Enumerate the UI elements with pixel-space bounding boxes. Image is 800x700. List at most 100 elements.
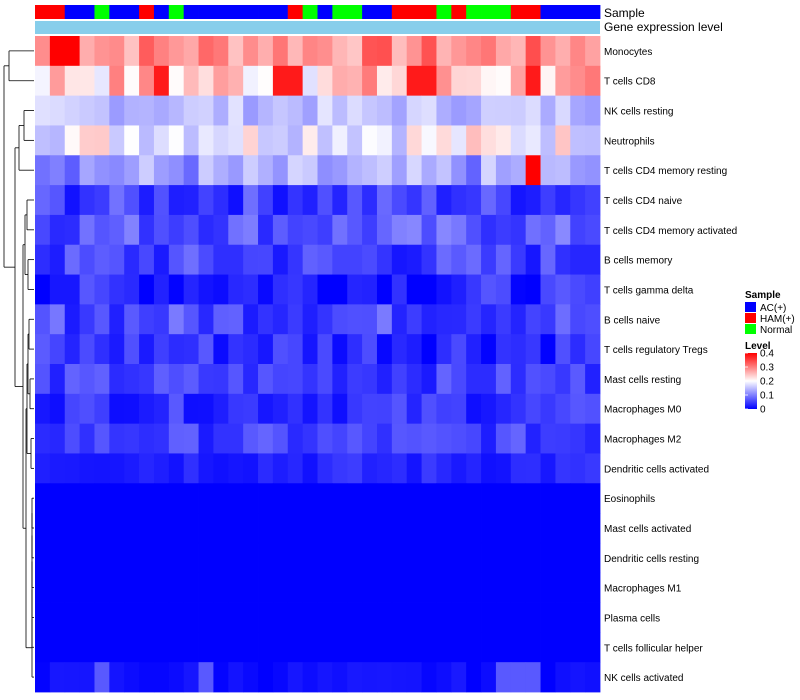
row-label: T cells follicular helper xyxy=(604,643,703,654)
heatmap-cell xyxy=(272,364,289,395)
heatmap-cell xyxy=(406,364,422,395)
heatmap-cell xyxy=(287,244,304,275)
heatmap-cell xyxy=(35,513,51,544)
heatmap-cell xyxy=(258,274,274,305)
heatmap-cell xyxy=(49,423,66,454)
heatmap-cell xyxy=(362,423,378,454)
heatmap-cell xyxy=(570,304,586,335)
heatmap-cell xyxy=(421,602,437,633)
heatmap-cell xyxy=(64,155,81,186)
heatmap-cell xyxy=(153,662,170,693)
heatmap-cell xyxy=(49,602,66,633)
heatmap-cell xyxy=(332,453,348,484)
heatmap-cell xyxy=(272,95,289,126)
heatmap-cell xyxy=(94,214,110,246)
heatmap-cell xyxy=(376,632,393,663)
heatmap-cell xyxy=(540,513,556,544)
heatmap-cell xyxy=(347,393,363,425)
heatmap-cell xyxy=(109,65,125,97)
heatmap-cell xyxy=(347,244,363,275)
heatmap-cell xyxy=(287,95,304,126)
heatmap-cell xyxy=(64,423,81,454)
heatmap-cell xyxy=(94,36,110,67)
heatmap-cell xyxy=(183,513,199,544)
heatmap-cell xyxy=(376,364,393,395)
heatmap-cell xyxy=(451,393,467,425)
heatmap-cell xyxy=(332,185,348,216)
heatmap-cell xyxy=(317,602,333,633)
heatmap-cell xyxy=(168,483,185,514)
heatmap-cell xyxy=(495,334,512,365)
heatmap-cell xyxy=(317,65,333,97)
heatmap-cell xyxy=(317,214,333,246)
heatmap-cell xyxy=(436,155,452,186)
heatmap-cell xyxy=(570,155,586,186)
heatmap-cell xyxy=(481,542,497,574)
heatmap-cell xyxy=(228,214,244,246)
heatmap-cell xyxy=(540,185,556,216)
heatmap-cell xyxy=(317,185,333,216)
heatmap-cell xyxy=(49,483,66,514)
heatmap-cell xyxy=(466,244,482,275)
heatmap-cell xyxy=(94,155,110,186)
heatmap-cell xyxy=(213,662,229,693)
heatmap-cell xyxy=(302,155,318,186)
heatmap-cell xyxy=(79,632,95,663)
row-label: T cells gamma delta xyxy=(604,286,694,297)
heatmap-cell xyxy=(258,632,274,663)
heatmap-cell xyxy=(466,662,482,693)
heatmap-cell xyxy=(124,274,140,305)
heatmap-cell xyxy=(94,244,110,275)
heatmap-cell xyxy=(362,572,378,603)
heatmap-cell xyxy=(139,364,155,395)
heatmap-cell xyxy=(421,423,437,454)
heatmap-cell xyxy=(421,483,437,514)
legend-sample-title: Sample xyxy=(745,290,781,301)
heatmap-cell xyxy=(49,95,66,126)
heatmap-cell xyxy=(406,632,422,663)
heatmap-cell xyxy=(466,334,482,365)
heatmap-cell xyxy=(243,244,259,275)
heatmap-cell xyxy=(495,423,512,454)
heatmap-cell xyxy=(153,632,170,663)
heatmap-cell xyxy=(139,125,155,156)
heatmap-cell xyxy=(495,274,512,305)
heatmap-cell xyxy=(436,572,452,603)
heatmap-cell xyxy=(495,364,512,395)
heatmap-cell xyxy=(585,244,601,275)
heatmap-cell xyxy=(35,214,51,246)
heatmap-cell xyxy=(302,36,318,67)
heatmap-cell xyxy=(272,572,289,603)
heatmap-cell xyxy=(109,274,125,305)
heatmap-cell xyxy=(451,453,467,484)
row-label: Dendritic cells activated xyxy=(604,464,709,475)
heatmap-cell xyxy=(49,334,66,365)
heatmap-cell xyxy=(555,214,571,246)
heatmap-cell xyxy=(124,334,140,365)
heatmap-cell xyxy=(213,95,229,126)
legend-sample-swatch xyxy=(745,313,756,323)
sample-annotation-cell xyxy=(213,5,229,19)
heatmap-cell xyxy=(362,214,378,246)
heatmap-cell xyxy=(421,304,437,335)
heatmap-cell xyxy=(495,95,512,126)
row-label: NK cells activated xyxy=(604,673,683,684)
sample-annotation-cell xyxy=(109,5,125,19)
heatmap-cell xyxy=(79,453,95,484)
heatmap-cell xyxy=(213,364,229,395)
heatmap-cell xyxy=(525,632,541,663)
heatmap-cell xyxy=(198,36,214,67)
heatmap-cell xyxy=(124,364,140,395)
heatmap-cell xyxy=(302,423,318,454)
heatmap-cell xyxy=(347,453,363,484)
heatmap-cell xyxy=(79,95,95,126)
heatmap-cell xyxy=(272,185,289,216)
row-label: Neutrophils xyxy=(604,136,655,147)
heatmap-cell xyxy=(94,513,110,544)
heatmap-cell xyxy=(258,214,274,246)
heatmap-cell xyxy=(451,334,467,365)
heatmap-cell xyxy=(168,65,185,97)
heatmap-cell xyxy=(183,274,199,305)
heatmap-cell xyxy=(272,334,289,365)
heatmap-cell xyxy=(555,155,571,186)
